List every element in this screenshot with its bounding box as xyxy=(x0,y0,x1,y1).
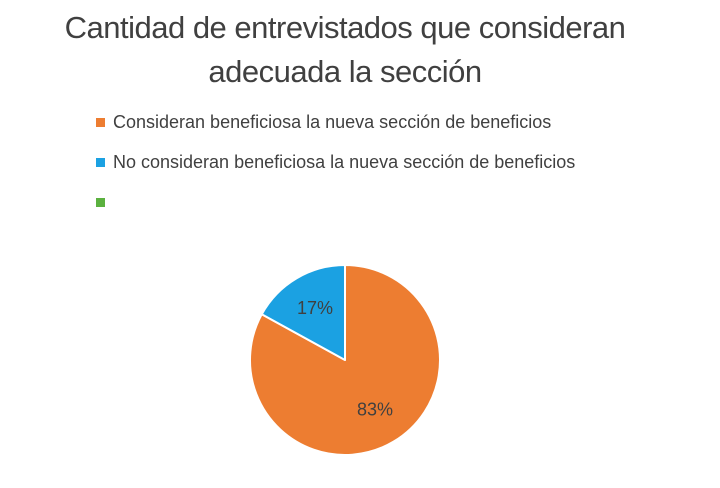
chart-title-line-1: Cantidad de entrevistados que consideran xyxy=(64,10,626,45)
pie-label-no-consideran: 17% xyxy=(297,298,333,318)
pie-slice-no-consideran xyxy=(260,264,346,361)
pie-label-consideran: 83% xyxy=(357,399,393,419)
chart-title: Cantidad de entrevistados que consideran… xyxy=(0,6,690,94)
legend-swatch-third xyxy=(96,198,105,207)
legend-swatch-no-consideran xyxy=(96,158,105,167)
chart-title-line-2: adecuada la sección xyxy=(208,54,482,89)
legend-label-consideran: Consideran beneficiosa la nueva sección … xyxy=(113,112,552,132)
legend-swatch-consideran xyxy=(96,118,105,127)
legend-label-no-consideran: No consideran beneficiosa la nueva secci… xyxy=(113,152,576,172)
